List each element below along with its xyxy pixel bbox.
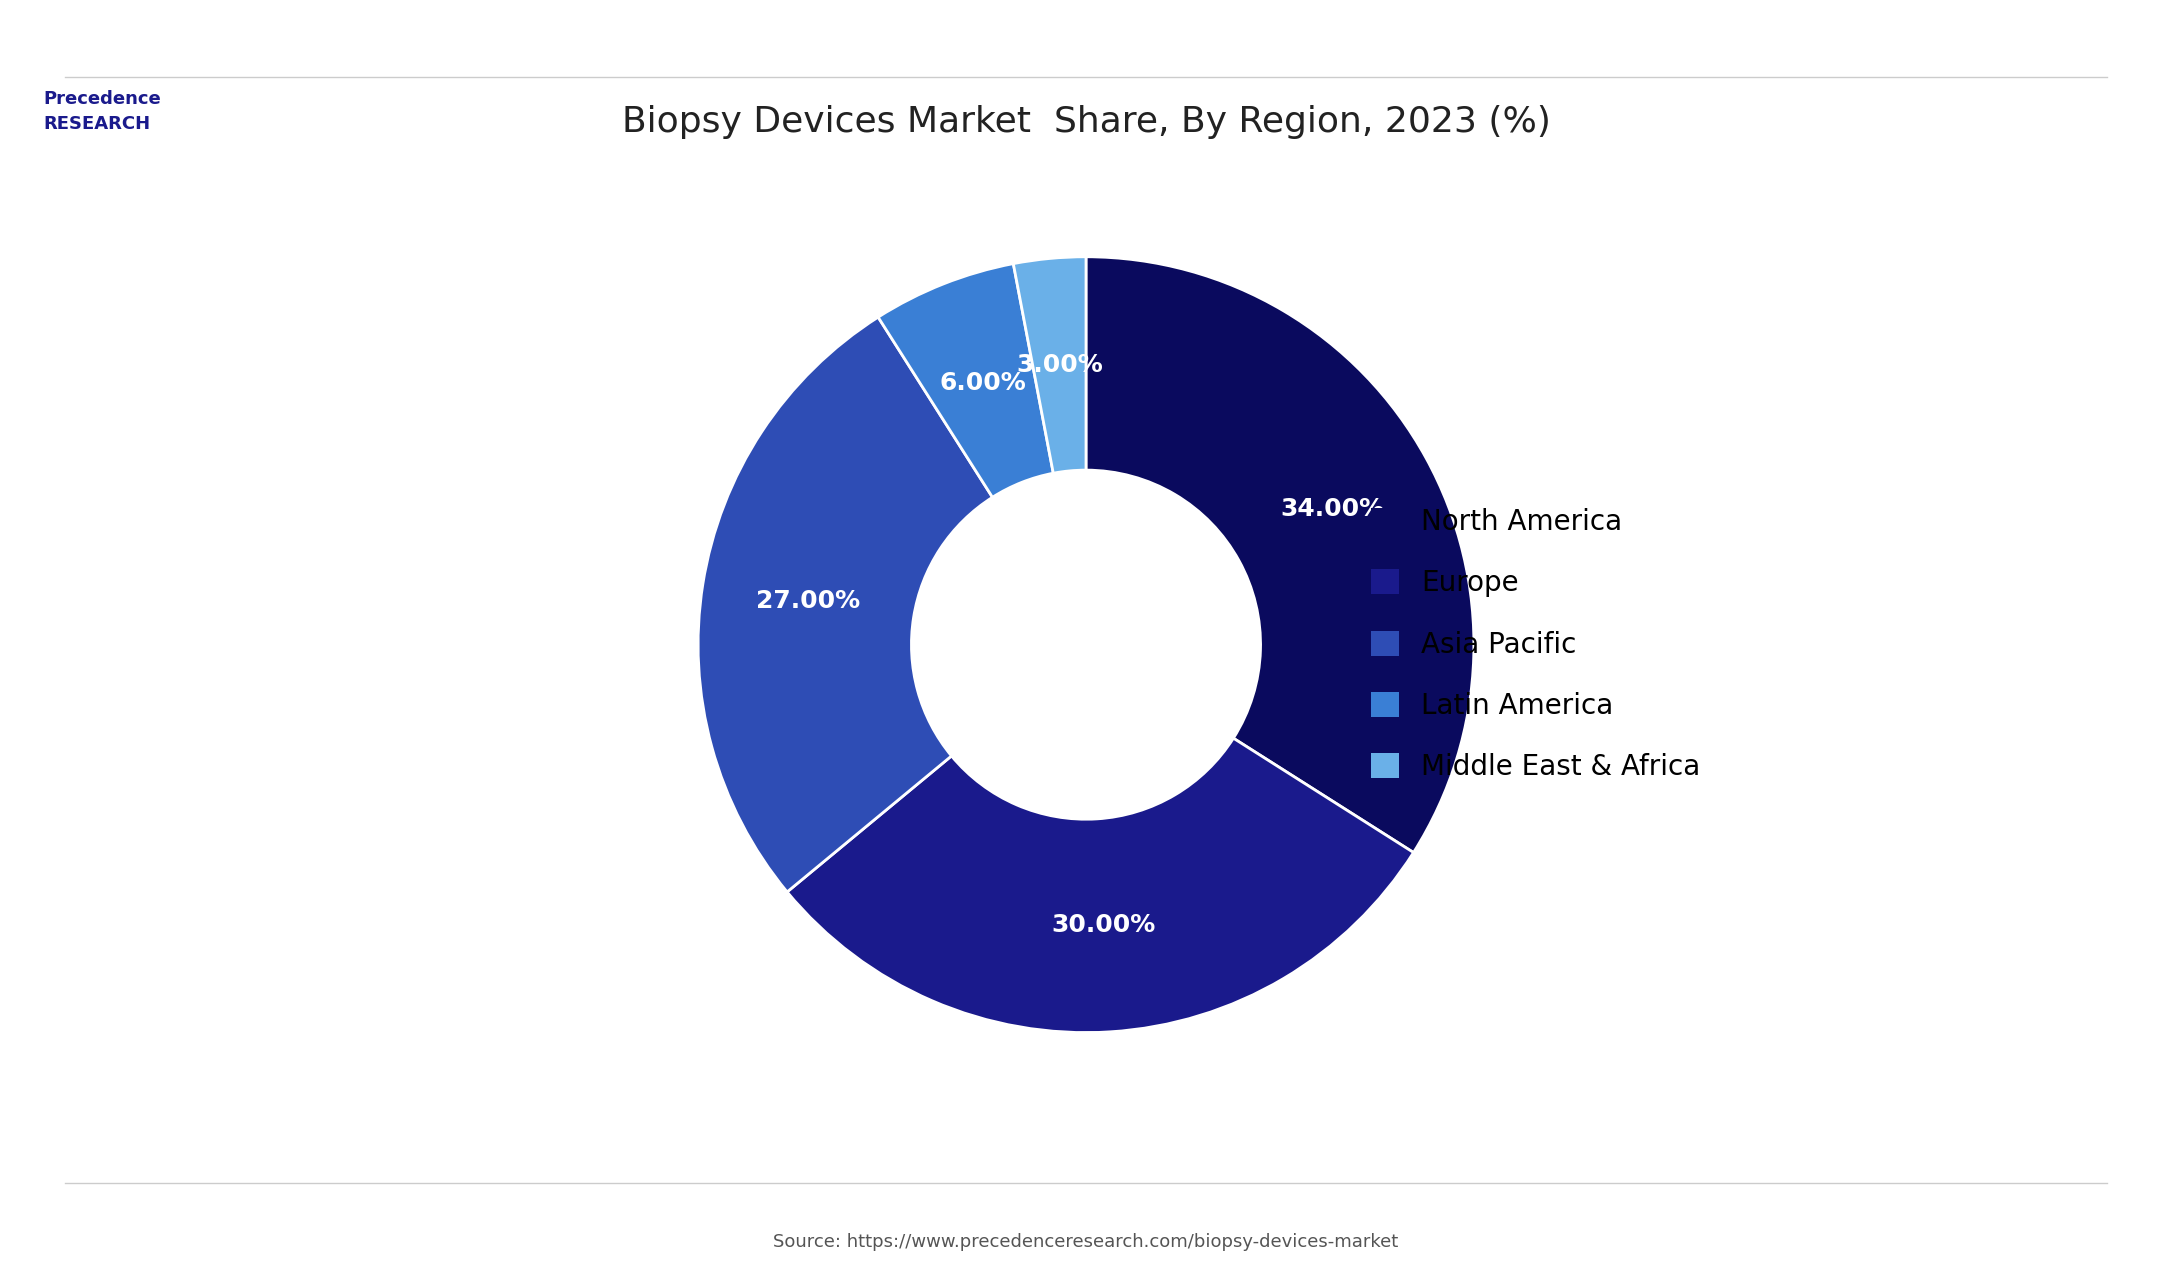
Text: 6.00%: 6.00%	[938, 372, 1025, 395]
Text: 30.00%: 30.00%	[1051, 913, 1156, 937]
Wedge shape	[786, 738, 1414, 1033]
Text: 27.00%: 27.00%	[756, 589, 860, 612]
Wedge shape	[697, 318, 993, 892]
Wedge shape	[1014, 257, 1086, 473]
Wedge shape	[877, 264, 1053, 498]
Text: Source: https://www.precedenceresearch.com/biopsy-devices-market: Source: https://www.precedenceresearch.c…	[773, 1233, 1399, 1251]
Wedge shape	[1086, 257, 1475, 853]
Text: 3.00%: 3.00%	[1016, 352, 1103, 377]
Legend: North America, Europe, Asia Pacific, Latin America, Middle East & Africa: North America, Europe, Asia Pacific, Lat…	[1371, 508, 1701, 782]
Title: Biopsy Devices Market  Share, By Region, 2023 (%): Biopsy Devices Market Share, By Region, …	[621, 105, 1551, 139]
Text: 34.00%: 34.00%	[1279, 498, 1384, 521]
Text: Precedence
RESEARCH: Precedence RESEARCH	[43, 90, 161, 132]
